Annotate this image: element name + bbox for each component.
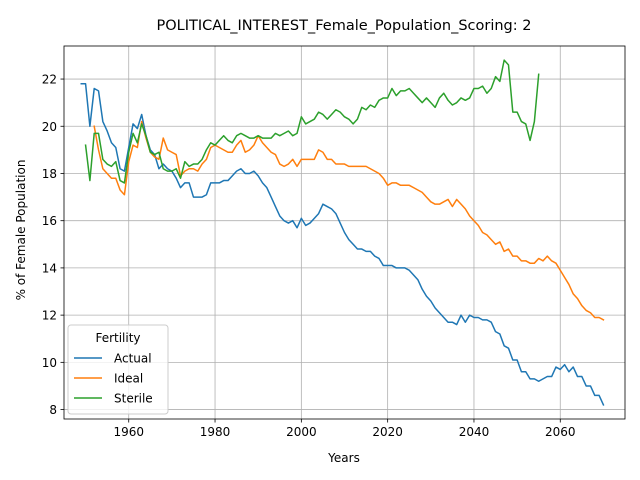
y-tick-label: 16 xyxy=(42,214,57,228)
legend-items: Actual Ideal Sterile xyxy=(74,352,153,406)
series-line-sterile xyxy=(84,59,540,184)
series-lines xyxy=(80,59,605,406)
chart-title: POLITICAL_INTEREST_Female_Population_Sco… xyxy=(157,18,532,34)
x-tick-label: 1980 xyxy=(200,425,231,439)
legend-label-ideal: Ideal xyxy=(114,372,143,386)
y-tick-label: 14 xyxy=(42,261,57,275)
y-tick-label: 12 xyxy=(42,309,57,323)
legend-label-actual: Actual xyxy=(114,352,152,366)
legend-box xyxy=(67,324,169,415)
plot-frame xyxy=(63,45,626,420)
x-tick-label: 2060 xyxy=(545,425,576,439)
y-tick-label: 20 xyxy=(42,120,57,134)
x-tick-label: 2040 xyxy=(459,425,490,439)
x-axis-label: Years xyxy=(327,451,360,465)
series-line-ideal xyxy=(93,120,605,321)
y-axis-label: % of Female Population xyxy=(14,160,28,301)
y-tick-label: 22 xyxy=(42,73,57,87)
legend-title: Fertility xyxy=(95,331,140,345)
x-tick-label: 2000 xyxy=(286,425,317,439)
x-tick-label: 1960 xyxy=(113,425,144,439)
y-tick-label: 8 xyxy=(49,403,57,417)
y-axis-ticks: 8 10 12 14 16 18 20 22 xyxy=(42,73,64,417)
series-line-actual xyxy=(80,83,605,406)
legend-label-sterile: Sterile xyxy=(114,392,153,406)
x-axis-ticks: 1960 1980 2000 2020 2040 2060 xyxy=(113,419,576,439)
y-tick-label: 10 xyxy=(42,356,57,370)
y-tick-label: 18 xyxy=(42,167,57,181)
x-tick-label: 2020 xyxy=(372,425,403,439)
legend: Fertility Actual Ideal Sterile xyxy=(67,324,169,415)
